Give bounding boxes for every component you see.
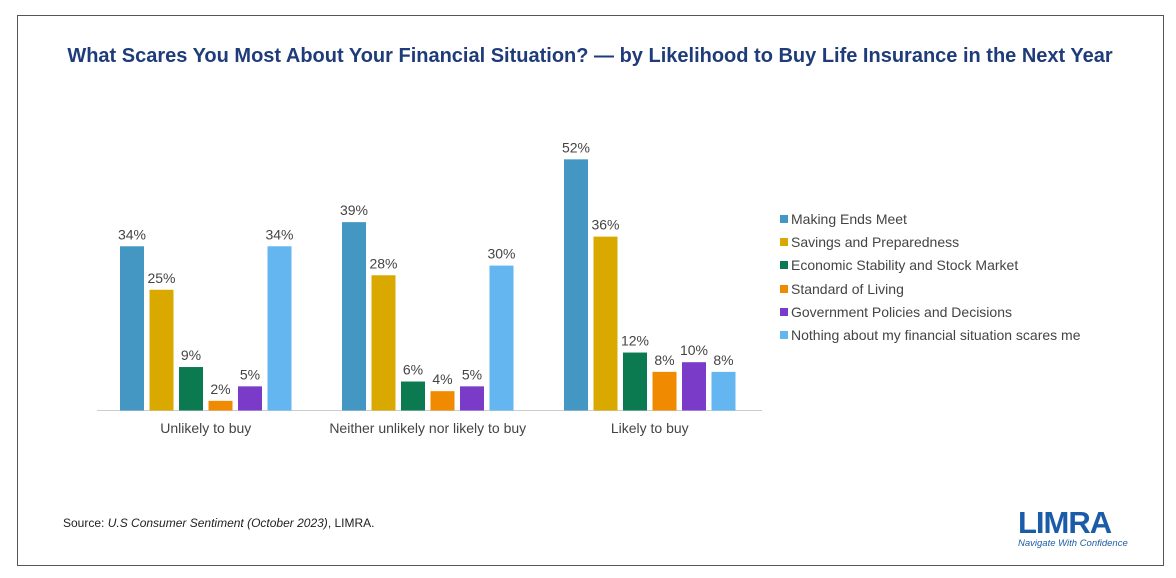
bar: [238, 386, 262, 411]
bar: [623, 352, 647, 411]
legend-item: Economic Stability and Stock Market: [780, 254, 1080, 277]
legend-label: Standard of Living: [791, 280, 904, 297]
data-label: 52%: [562, 139, 590, 155]
bar: [652, 371, 677, 411]
legend-swatch: [780, 331, 788, 340]
category-label: Unlikely to buy: [160, 420, 251, 436]
legend-label: Savings and Preparedness: [791, 233, 960, 250]
category-label: Likely to buy: [611, 420, 689, 436]
legend: Making Ends Meet Savings and Preparedness…: [780, 207, 1080, 347]
legend-swatch: [780, 284, 788, 293]
limra-logo: LIMRA Navigate With Confidence: [1018, 505, 1130, 549]
legend-swatch: [780, 307, 788, 316]
category-label: Neither unlikely nor likely to buy: [329, 420, 526, 436]
bar: [342, 222, 366, 411]
bar: [179, 367, 203, 411]
bar: [371, 275, 396, 411]
bar: [489, 265, 514, 411]
source-title: U.S Consumer Sentiment (October 2023): [107, 516, 328, 530]
bar: [682, 362, 706, 411]
data-label: 39%: [340, 202, 368, 218]
bar: [430, 391, 455, 411]
bar: [460, 386, 484, 411]
bar: [120, 246, 144, 411]
source-prefix: Source:: [63, 516, 108, 530]
data-label: 36%: [591, 217, 619, 233]
data-label: 2%: [210, 381, 230, 397]
bar: [149, 289, 174, 411]
legend-item: Making Ends Meet: [780, 207, 1080, 230]
bar: [593, 236, 618, 411]
legend-swatch: [780, 237, 788, 246]
legend-label: Making Ends Meet: [791, 210, 907, 227]
data-label: 28%: [369, 255, 397, 271]
legend-label: Economic Stability and Stock Market: [791, 257, 1019, 274]
legend-item: Nothing about my financial situation sca…: [780, 323, 1080, 346]
legend-item: Government Policies and Decisions: [780, 300, 1080, 323]
legend-label: Nothing about my financial situation sca…: [791, 327, 1081, 344]
chart-frame: [17, 15, 1164, 566]
legend-item: Savings and Preparedness: [780, 230, 1080, 253]
data-label: 8%: [654, 352, 674, 368]
data-label: 25%: [147, 270, 175, 286]
data-label: 34%: [118, 226, 146, 242]
data-label: 6%: [403, 362, 423, 378]
chart-title: What Scares You Most About Your Financia…: [67, 45, 1113, 67]
bar: [208, 400, 233, 411]
legend-swatch: [780, 261, 788, 270]
data-label: 30%: [487, 246, 515, 262]
data-label: 34%: [265, 226, 293, 242]
legend-swatch: [780, 214, 788, 223]
data-label: 12%: [621, 333, 649, 349]
logo-word: LIMRA: [1018, 505, 1112, 540]
data-label: 10%: [680, 342, 708, 358]
bar: [711, 371, 736, 411]
data-label: 8%: [713, 352, 733, 368]
legend-item: Standard of Living: [780, 277, 1080, 300]
source-note: Source: U.S Consumer Sentiment (October …: [63, 516, 375, 530]
bar: [564, 159, 588, 411]
bar: [401, 381, 425, 411]
source-suffix: , LIMRA.: [327, 516, 375, 530]
data-label: 4%: [432, 371, 452, 387]
data-label: 9%: [181, 347, 201, 363]
data-label: 5%: [240, 366, 260, 382]
data-label: 5%: [462, 366, 482, 382]
legend-label: Government Policies and Decisions: [791, 303, 1012, 320]
logo-tagline: Navigate With Confidence: [1018, 538, 1128, 549]
bar: [267, 246, 292, 411]
